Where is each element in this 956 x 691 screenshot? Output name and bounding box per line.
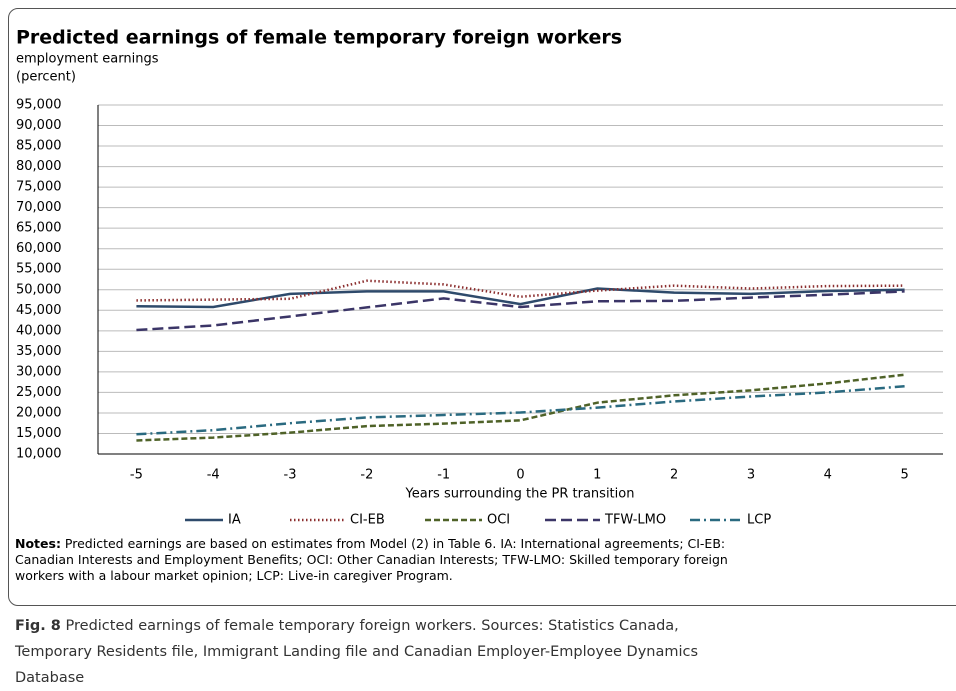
x-tick-label: 0 — [516, 468, 524, 483]
caption-text: Predicted earnings of female temporary f… — [15, 618, 699, 686]
x-tick-label: 5 — [900, 468, 908, 483]
figure-frame — [8, 8, 956, 606]
y-tick-label: 75,000 — [16, 180, 62, 195]
notes-text: Canadian Interests and Employment Benefi… — [15, 552, 728, 567]
series-line — [136, 385, 905, 436]
notes-label: Notes: — [15, 536, 61, 551]
y-tick-label: 65,000 — [16, 221, 62, 236]
y-tick-label: 85,000 — [16, 139, 62, 154]
y-tick-label: 80,000 — [16, 159, 62, 174]
y-tick-label: 15,000 — [16, 426, 62, 441]
x-tick-label: 3 — [747, 468, 755, 483]
legend-label: IA — [228, 513, 241, 528]
y-tick-label: 30,000 — [16, 364, 62, 379]
series-line — [136, 279, 905, 302]
subtitle: employment earnings — [16, 52, 159, 67]
x-tick-label: -4 — [207, 468, 220, 483]
legend-label: CI-EB — [350, 513, 385, 528]
page: {"chart_data": {"type": "line", "title":… — [8, 8, 956, 686]
y-tick-label: 95,000 — [16, 98, 62, 113]
legend-label: OCI — [487, 513, 510, 528]
x-tick-label: -2 — [360, 468, 373, 483]
legend-label: LCP — [747, 513, 771, 528]
chart-title: Predicted earnings of female temporary f… — [16, 27, 622, 49]
notes-text: Predicted earnings are based on estimate… — [60, 536, 726, 551]
x-tick-label: -5 — [130, 468, 143, 483]
subtitle: (percent) — [16, 70, 76, 85]
y-tick-label: 50,000 — [16, 282, 62, 297]
x-tick-label: -3 — [284, 468, 297, 483]
notes: Notes: Predicted earnings are based on e… — [15, 536, 956, 584]
series-line — [136, 290, 905, 332]
y-tick-label: 40,000 — [16, 323, 62, 338]
notes-text: workers with a labour market opinion; LC… — [15, 568, 453, 583]
y-tick-label: 35,000 — [16, 344, 62, 359]
x-tick-label: 4 — [824, 468, 832, 483]
y-tick-label: 70,000 — [16, 200, 62, 215]
x-axis-title: Years surrounding the PR transition — [405, 487, 635, 502]
y-tick-label: 60,000 — [16, 241, 62, 256]
caption: Fig. 8 Predicted earnings of female temp… — [15, 613, 735, 691]
y-tick-label: 10,000 — [16, 447, 62, 462]
series-line — [136, 373, 905, 442]
y-tick-label: 90,000 — [16, 118, 62, 133]
series-line — [136, 287, 905, 309]
y-tick-label: 55,000 — [16, 262, 62, 277]
x-tick-label: 1 — [593, 468, 601, 483]
y-tick-label: 45,000 — [16, 303, 62, 318]
y-tick-label: 20,000 — [16, 405, 62, 420]
y-tick-label: 25,000 — [16, 385, 62, 400]
chart: Predicted earnings of female temporary f… — [16, 27, 943, 528]
x-tick-label: 2 — [670, 468, 678, 483]
legend-label: TFW-LMO — [604, 513, 666, 528]
caption-label: Fig. 8 — [15, 618, 61, 634]
x-tick-label: -1 — [437, 468, 450, 483]
